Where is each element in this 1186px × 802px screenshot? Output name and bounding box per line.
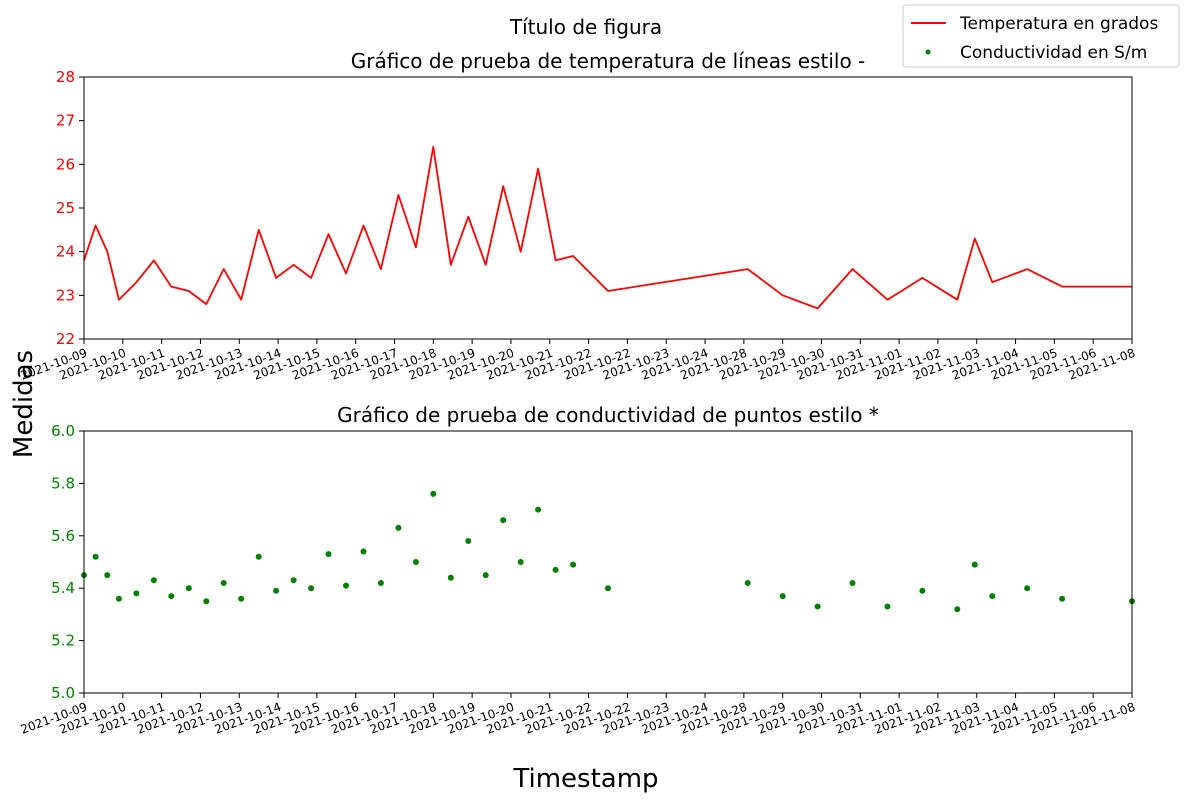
legend-box bbox=[902, 4, 1180, 68]
ytick-label: 5.4 bbox=[51, 579, 75, 597]
conductivity-point bbox=[744, 580, 751, 586]
ytick-label: 25 bbox=[56, 199, 75, 217]
conductivity-point bbox=[185, 585, 192, 592]
yticks-conductivity: 5.0 5.2 5.4 5.6 5.8 6.0 bbox=[51, 422, 84, 702]
conductivity-point bbox=[255, 553, 262, 560]
conductivity-point bbox=[343, 582, 349, 589]
conductivity-point bbox=[273, 587, 280, 594]
legend-conductivity-dot-icon bbox=[925, 49, 931, 55]
conductivity-point bbox=[360, 548, 367, 555]
ytick-label: 5.8 bbox=[51, 474, 75, 492]
conductivity-point bbox=[377, 580, 384, 586]
conductivity-point bbox=[605, 585, 611, 592]
ytick-label: 23 bbox=[56, 286, 75, 304]
ytick-label: 22 bbox=[56, 330, 75, 348]
conductivity-point bbox=[290, 577, 297, 584]
conductivity-point bbox=[150, 577, 157, 584]
ytick-label: 5.2 bbox=[51, 632, 75, 650]
conductivity-point bbox=[104, 572, 111, 579]
conductivity-point bbox=[814, 603, 821, 610]
ytick-label: 5.0 bbox=[51, 684, 75, 702]
conductivity-point bbox=[1059, 595, 1066, 602]
conductivity-point bbox=[517, 559, 524, 565]
ytick-label: 24 bbox=[56, 243, 75, 261]
subplot-title-conductivity: Gráfico de prueba de conductividad de pu… bbox=[337, 403, 879, 427]
figure-ylabel: Medidas bbox=[9, 350, 39, 458]
conductivity-point bbox=[220, 580, 227, 586]
conductivity-point bbox=[92, 553, 99, 560]
conductivity-series bbox=[81, 490, 1135, 613]
conductivity-point bbox=[1024, 585, 1031, 592]
xticks-temperature: 2021-10-092021-10-102021-10-112021-10-12… bbox=[19, 339, 1137, 383]
subplot-temperature: Gráfico de prueba de temperatura de líne… bbox=[19, 49, 1137, 383]
conductivity-point bbox=[133, 590, 140, 597]
ytick-label: 28 bbox=[56, 68, 75, 86]
conductivity-point bbox=[238, 595, 245, 602]
xticks-conductivity: 2021-10-092021-10-102021-10-112021-10-12… bbox=[19, 693, 1137, 737]
conductivity-point bbox=[884, 603, 891, 610]
conductivity-point bbox=[552, 566, 559, 573]
conductivity-point bbox=[482, 572, 489, 579]
temperature-line bbox=[83, 146, 1132, 310]
legend-conductivity-label: Conductividad en S/m bbox=[960, 43, 1147, 63]
conductivity-point bbox=[395, 524, 402, 531]
plot-frame-conductivity bbox=[83, 430, 1133, 694]
conductivity-point bbox=[919, 587, 926, 594]
conductivity-point bbox=[465, 538, 472, 544]
subplot-conductivity: Gráfico de prueba de conductividad de pu… bbox=[19, 403, 1137, 737]
ytick-label: 5.6 bbox=[51, 527, 75, 545]
conductivity-point bbox=[447, 574, 454, 581]
legend-temperature-label: Temperatura en grados bbox=[959, 14, 1158, 34]
conductivity-point bbox=[989, 593, 996, 600]
conductivity-point bbox=[570, 561, 577, 568]
conductivity-point bbox=[412, 559, 419, 565]
legend: Temperatura en grados Conductividad en S… bbox=[902, 4, 1180, 68]
conductivity-point bbox=[849, 580, 856, 586]
conductivity-point bbox=[779, 593, 786, 600]
ytick-label: 27 bbox=[56, 112, 75, 130]
conductivity-point bbox=[203, 598, 210, 605]
conductivity-point bbox=[500, 517, 507, 524]
conductivity-point bbox=[954, 606, 961, 613]
yticks-temperature: 22 23 24 25 26 27 28 bbox=[56, 68, 84, 348]
ytick-label: 26 bbox=[56, 155, 75, 173]
conductivity-point bbox=[535, 506, 542, 513]
temperature-series bbox=[83, 146, 1132, 310]
figure-suptitle: Título de figura bbox=[509, 15, 662, 39]
conductivity-point bbox=[430, 490, 437, 497]
figure-xlabel: Timestamp bbox=[512, 764, 658, 794]
conductivity-point bbox=[308, 585, 315, 592]
subplot-title-temperature: Gráfico de prueba de temperatura de líne… bbox=[351, 49, 866, 73]
conductivity-point bbox=[971, 561, 978, 568]
conductivity-point bbox=[115, 595, 122, 602]
conductivity-point bbox=[168, 593, 175, 600]
ytick-label: 6.0 bbox=[51, 422, 75, 440]
conductivity-point bbox=[325, 551, 332, 558]
